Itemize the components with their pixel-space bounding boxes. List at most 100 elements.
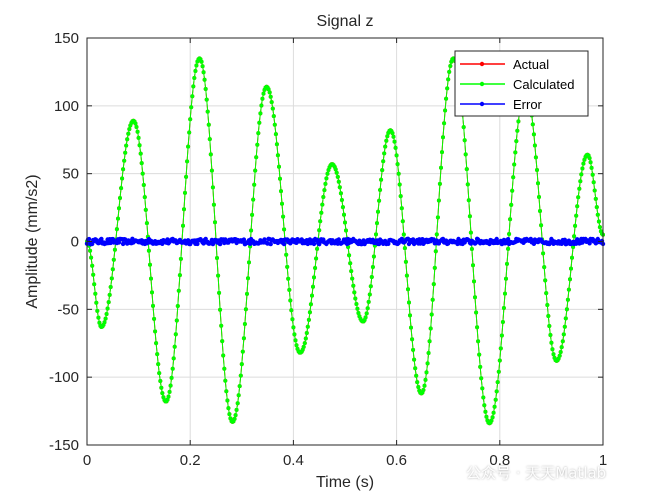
x-tick-label: 1	[599, 452, 607, 469]
data-point	[400, 219, 405, 224]
data-point	[561, 332, 566, 337]
data-point	[122, 158, 127, 163]
data-point	[385, 134, 390, 139]
data-point	[439, 165, 443, 170]
data-point	[409, 325, 413, 330]
data-point	[376, 209, 380, 214]
data-point	[564, 307, 569, 312]
data-point	[504, 276, 508, 281]
data-point	[515, 128, 520, 133]
data-point	[272, 122, 277, 127]
data-point	[426, 351, 431, 355]
data-point	[472, 279, 476, 284]
data-point	[294, 343, 299, 348]
data-point	[404, 273, 409, 278]
data-point	[587, 156, 592, 161]
data-point	[105, 306, 110, 311]
data-point	[286, 276, 291, 281]
data-point	[489, 418, 494, 423]
data-point	[473, 295, 477, 300]
data-point	[120, 176, 125, 181]
data-point	[177, 273, 182, 278]
data-point	[461, 125, 466, 130]
data-point	[217, 241, 223, 247]
data-point	[339, 198, 344, 202]
data-point	[211, 202, 216, 207]
data-point	[469, 247, 474, 251]
data-point	[532, 143, 537, 148]
data-point	[173, 332, 178, 337]
data-point	[391, 134, 396, 139]
data-point	[218, 307, 223, 312]
data-point	[390, 131, 395, 136]
x-tick-label: 0.8	[489, 452, 510, 469]
data-point	[127, 127, 132, 132]
data-point	[189, 105, 194, 110]
data-point	[351, 283, 356, 288]
data-point	[133, 121, 138, 126]
data-point	[383, 144, 388, 149]
data-point	[570, 255, 574, 260]
data-point	[224, 389, 229, 394]
data-point	[234, 407, 239, 412]
data-point	[432, 265, 437, 270]
data-point	[195, 241, 200, 247]
data-point	[541, 251, 546, 256]
data-point	[410, 337, 415, 342]
data-point	[254, 155, 259, 160]
data-point	[178, 256, 183, 261]
data-point	[89, 255, 94, 260]
data-point	[566, 287, 571, 292]
data-point	[558, 350, 563, 354]
data-point	[242, 322, 247, 326]
data-point	[498, 346, 503, 351]
data-point	[199, 59, 204, 64]
data-point	[252, 182, 257, 187]
data-point	[149, 276, 153, 281]
data-point	[475, 325, 480, 330]
data-point	[317, 228, 322, 233]
data-point	[399, 206, 404, 211]
data-point	[414, 373, 419, 378]
y-tick-label: 150	[54, 30, 79, 47]
data-point	[90, 263, 95, 268]
data-point	[213, 220, 217, 225]
data-point	[478, 364, 483, 369]
data-point	[169, 375, 174, 380]
data-point	[356, 311, 361, 315]
data-point	[538, 209, 542, 213]
data-point	[413, 366, 418, 371]
data-point	[201, 70, 206, 75]
data-point	[281, 241, 287, 247]
wechat-icon	[438, 463, 460, 481]
data-point	[107, 292, 112, 297]
data-point	[462, 138, 467, 143]
data-point	[183, 190, 187, 195]
data-point	[233, 413, 238, 418]
data-point	[319, 210, 324, 215]
data-point	[306, 317, 311, 322]
data-point	[259, 103, 264, 108]
data-point	[237, 384, 242, 389]
legend-label: Actual	[513, 57, 549, 72]
data-point	[367, 292, 372, 297]
data-point	[245, 291, 249, 296]
data-point	[597, 225, 602, 230]
data-point	[543, 278, 548, 283]
data-point	[350, 276, 355, 281]
data-point	[112, 247, 117, 252]
data-point	[159, 385, 164, 390]
data-point	[282, 227, 287, 232]
data-point	[468, 230, 473, 235]
data-point	[433, 249, 438, 254]
data-point	[167, 389, 172, 394]
data-point	[111, 257, 116, 262]
data-point	[289, 308, 294, 313]
data-point	[336, 179, 341, 184]
data-point	[342, 212, 346, 217]
data-point	[550, 347, 555, 352]
data-point	[152, 316, 157, 321]
data-point	[443, 108, 448, 113]
